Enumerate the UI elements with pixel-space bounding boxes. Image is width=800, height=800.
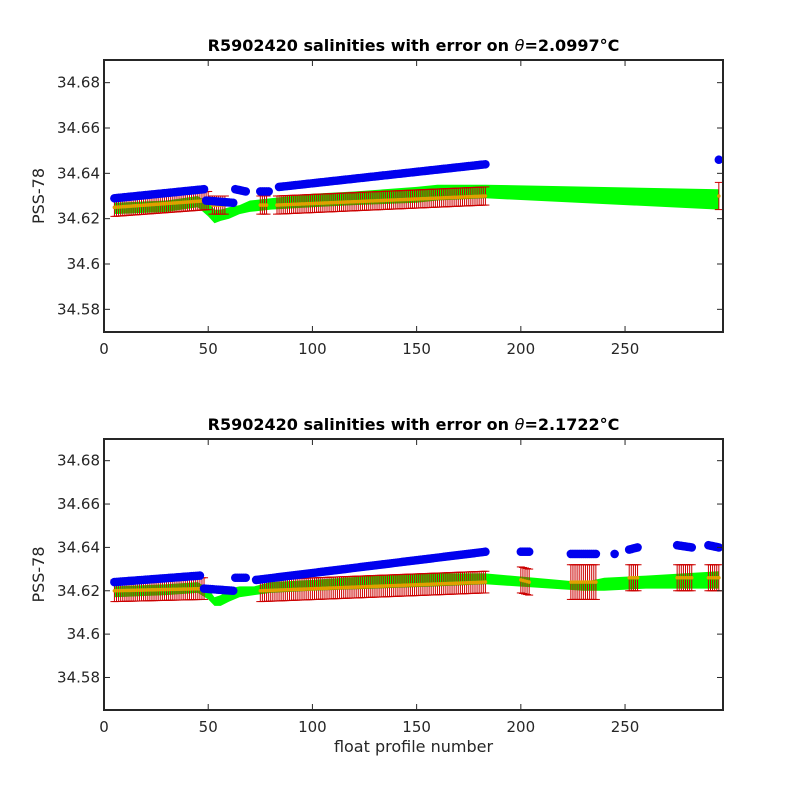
measured-salinity-point (524, 547, 534, 557)
x-tick-label: 100 (298, 718, 327, 736)
chart-title-value: =2.1722 (524, 415, 599, 434)
x-tick-label: 150 (402, 340, 431, 358)
x-tick-label: 250 (611, 718, 640, 736)
mapped-salinity-point (717, 194, 721, 198)
y-tick-label: 34.62 (57, 582, 100, 600)
x-tick-label: 0 (99, 718, 109, 736)
measured-salinity-point (195, 571, 205, 580)
y-tick-label: 34.58 (57, 300, 100, 318)
y-tick-label: 34.66 (57, 495, 100, 513)
y-axis-label: PSS-78 (29, 546, 48, 602)
axes-frame (103, 59, 724, 333)
measured-salinity-point (264, 187, 273, 196)
chart-title-unit: °C (600, 36, 620, 55)
x-tick-label: 50 (199, 718, 218, 736)
y-tick-label: 34.68 (57, 74, 100, 92)
x-tick-label: 150 (402, 718, 431, 736)
measured-salinity-point (687, 543, 697, 552)
mapped-salinity-point (635, 575, 640, 580)
mapped-salinity-point (594, 580, 598, 584)
mapped-salinity-point (689, 575, 694, 580)
measured-salinity-point (610, 549, 619, 559)
bottom-panel: 0 50 100 150 200 250 34.58 34.6 34.62 34.64 34.66 3… (29, 415, 724, 756)
x-tick-label: 200 (507, 340, 536, 358)
measured-salinity-point (241, 187, 251, 196)
x-tick-label: 100 (298, 340, 327, 358)
y-tick-label: 34.6 (67, 625, 100, 643)
plot-data (110, 540, 723, 606)
mapped-salinity-point (483, 194, 488, 198)
mapped-salinity-point (483, 580, 488, 584)
y-tick-label: 34.58 (57, 668, 100, 686)
y-tick-label: 34.66 (57, 119, 100, 137)
y-axis-label: PSS-78 (29, 168, 48, 224)
y-tick-label: 34.64 (57, 164, 100, 182)
measured-salinity-point (241, 573, 251, 583)
measured-salinity-point (591, 549, 601, 559)
chart-title: R5902420 salinities with error on θ=2.17… (208, 415, 620, 434)
top-panel: 0 50 100 150 200 250 34.58 34.6 34.62 34.64 34.66 3… (29, 36, 724, 358)
chart-title-prefix: R5902420 salinities with error on (208, 415, 515, 434)
mapped-salinity-point (264, 203, 269, 207)
y-tick-label: 34.62 (57, 210, 100, 228)
mapped-salinity-band (114, 184, 719, 224)
chart-title-unit: °C (600, 415, 620, 434)
chart-title-prefix: R5902420 salinities with error on (208, 36, 515, 55)
x-tick-label: 250 (611, 340, 640, 358)
measured-salinity-point (481, 547, 490, 557)
x-axis-label: float profile number (334, 737, 494, 756)
x-tick-label: 200 (507, 718, 536, 736)
theta-symbol: θ (515, 36, 525, 55)
axes-frame (103, 438, 724, 711)
plot-data (110, 155, 723, 224)
mapped-salinity-point (717, 575, 721, 580)
measured-salinity-point (228, 198, 238, 208)
mapped-salinity-point (527, 580, 531, 584)
measured-salinity-point (481, 159, 490, 169)
x-tick-label: 0 (99, 340, 109, 358)
y-tick-label: 34.6 (67, 255, 100, 273)
y-tick-label: 34.68 (57, 452, 100, 470)
chart-title-value: =2.0997 (524, 36, 599, 55)
measured-salinity-point (633, 543, 642, 552)
measured-salinity-point (714, 155, 723, 165)
x-tick-label: 50 (199, 340, 218, 358)
theta-symbol: θ (515, 415, 525, 434)
measured-salinity-point (228, 586, 238, 596)
y-tick-label: 34.64 (57, 538, 100, 556)
chart-title: R5902420 salinities with error on θ=2.09… (208, 36, 620, 55)
measured-salinity-point (199, 184, 209, 194)
